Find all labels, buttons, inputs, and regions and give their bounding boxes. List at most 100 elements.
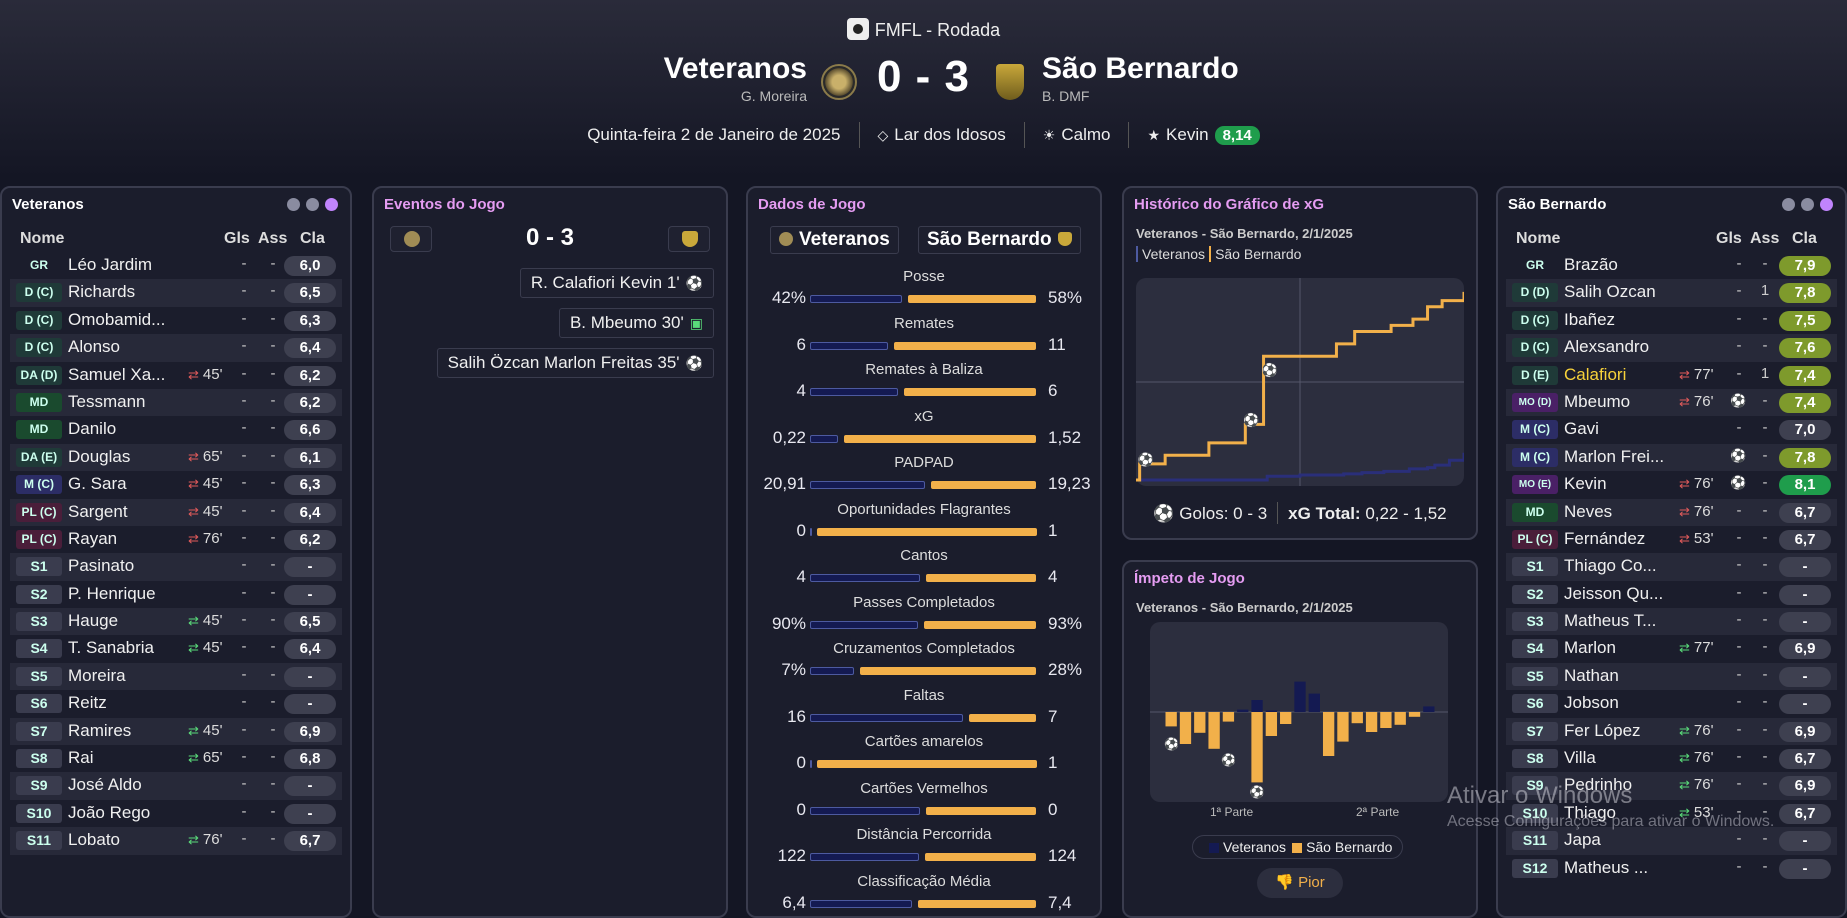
player-row[interactable]: D (C) Richards - -6,5 <box>10 279 342 307</box>
player-row[interactable]: S9 Pedrinho ⇄ 76' - -6,9 <box>1506 772 1837 800</box>
event-item[interactable]: R. Calafiori Kevin 1' ⚽ <box>519 268 714 298</box>
player-row[interactable]: MD Tessmann - -6,2 <box>10 388 342 417</box>
player-name[interactable]: Pedrinho <box>1564 775 1633 795</box>
player-row[interactable]: MO (D) Mbeumo ⇄ 76' ⚽ -7,4 <box>1506 388 1837 417</box>
player-row[interactable]: S7 Ramires ⇄ 45' - -6,9 <box>10 717 342 746</box>
player-row[interactable]: M (C) Gavi - -7,0 <box>1506 416 1837 443</box>
player-name[interactable]: Samuel Xa... <box>68 364 166 384</box>
player-row[interactable]: S4 Marlon ⇄ 77' - -6,9 <box>1506 635 1837 662</box>
stats-away-team[interactable]: São Bernardo <box>918 226 1081 254</box>
player-name[interactable]: Ramires <box>68 720 132 740</box>
player-row[interactable]: PL (C) Sargent ⇄ 45' - -6,4 <box>10 498 342 526</box>
player-row[interactable]: S9 José Aldo - - - <box>10 772 342 800</box>
player-row[interactable]: MO (E) Kevin ⇄ 76' ⚽ -8,1 <box>1506 471 1837 498</box>
player-row[interactable]: PL (C) Rayan ⇄ 76' - -6,2 <box>10 526 342 553</box>
view-dot-3[interactable] <box>1820 198 1833 211</box>
view-dot-1[interactable] <box>287 198 300 211</box>
player-name[interactable]: Rayan <box>68 528 118 548</box>
player-name[interactable]: Danilo <box>68 419 117 439</box>
home-team-block[interactable]: Veteranos G. Moreira <box>664 52 807 104</box>
player-name[interactable]: Brazão <box>1564 255 1618 274</box>
player-row[interactable]: S7 Fer López ⇄ 76' - -6,9 <box>1506 717 1837 746</box>
view-dot-2[interactable] <box>306 198 319 211</box>
player-name[interactable]: Gavi <box>1564 419 1599 439</box>
col-name[interactable]: Nome <box>1516 230 1561 247</box>
player-row[interactable]: DA (D) Samuel Xa... ⇄ 45' - -6,2 <box>10 362 342 389</box>
player-name[interactable]: Fer López <box>1564 720 1641 740</box>
player-name[interactable]: Thiago Co... <box>1564 556 1657 576</box>
player-row[interactable]: S5 Moreira - - - <box>10 662 342 691</box>
player-name[interactable]: T. Sanabria <box>68 638 154 658</box>
player-row[interactable]: S11 Japa - - - <box>1506 827 1837 855</box>
event-item[interactable]: B. Mbeumo 30' ▣ <box>558 308 714 338</box>
player-name[interactable]: Villa <box>1564 748 1596 768</box>
player-name[interactable]: Rai <box>68 748 94 768</box>
player-name[interactable]: Marlon <box>1564 638 1616 658</box>
player-name[interactable]: Fernández <box>1564 528 1646 548</box>
player-name[interactable]: Omobamid... <box>68 309 166 329</box>
player-row[interactable]: D (C) Ibañez - -7,5 <box>1506 307 1837 334</box>
player-name[interactable]: Calafiori <box>1564 364 1627 384</box>
player-name[interactable]: Neves <box>1564 501 1613 521</box>
away-team-block[interactable]: São Bernardo B. DMF <box>1042 52 1239 104</box>
col-cla[interactable]: Cla <box>1792 230 1817 247</box>
player-row[interactable]: GR Léo Jardim - -6,0 <box>10 252 342 279</box>
player-name[interactable]: Alonso <box>68 337 120 357</box>
player-name[interactable]: Nathan <box>1564 665 1619 685</box>
player-name[interactable]: Hauge <box>68 611 119 631</box>
player-name[interactable]: Sargent <box>68 501 128 521</box>
player-name[interactable]: P. Henrique <box>68 583 156 603</box>
player-name[interactable]: Mbeumo <box>1564 391 1631 411</box>
col-ass[interactable]: Ass <box>258 230 288 247</box>
player-row[interactable]: D (E) Calafiori ⇄ 77' -1 7,4 <box>1506 362 1837 389</box>
player-row[interactable]: PL (C) Fernández ⇄ 53' - -6,7 <box>1506 526 1837 553</box>
player-name[interactable]: Richards <box>68 282 136 302</box>
player-name[interactable]: Kevin <box>1564 474 1607 494</box>
player-row[interactable]: S3 Matheus T... - - - <box>1506 608 1837 636</box>
player-row[interactable]: S5 Nathan - - - <box>1506 662 1837 691</box>
player-name[interactable]: Jobson <box>1564 693 1619 713</box>
player-name[interactable]: Salih Ozcan <box>1564 282 1656 302</box>
player-row[interactable]: S11 Lobato ⇄ 76' - -6,7 <box>10 827 342 855</box>
player-row[interactable]: D (C) Alexsandro - -7,6 <box>1506 334 1837 362</box>
player-row[interactable]: S1 Thiago Co... - - - <box>1506 553 1837 581</box>
view-toggle[interactable] <box>281 198 338 216</box>
player-row[interactable]: D (C) Omobamid... - -6,3 <box>10 307 342 334</box>
player-row[interactable]: S6 Jobson - - - <box>1506 690 1837 717</box>
player-row[interactable]: S8 Villa ⇄ 76' - -6,7 <box>1506 745 1837 772</box>
view-toggle[interactable] <box>1776 198 1833 216</box>
event-item[interactable]: Salih Özcan Marlon Freitas 35' ⚽ <box>436 348 714 378</box>
player-name[interactable]: Lobato <box>68 830 120 850</box>
player-name[interactable]: Pasinato <box>68 556 135 576</box>
player-row[interactable]: S10 João Rego - - - <box>10 800 342 827</box>
view-dot-3[interactable] <box>325 198 338 211</box>
stats-home-team[interactable]: Veteranos <box>770 226 899 254</box>
player-row[interactable]: M (C) G. Sara ⇄ 45' - -6,3 <box>10 471 342 498</box>
col-name[interactable]: Nome <box>20 230 65 247</box>
player-name[interactable]: Matheus ... <box>1564 857 1649 877</box>
player-row[interactable]: S10 Thiago ⇄ 53' - -6,7 <box>1506 800 1837 827</box>
col-gls[interactable]: Gls <box>224 230 250 247</box>
worst-moments-button[interactable]: 👎 Pior <box>1257 868 1343 898</box>
player-name[interactable]: Jeisson Qu... <box>1564 583 1664 603</box>
player-row[interactable]: S12 Matheus ... - - - <box>1506 855 1837 882</box>
player-row[interactable]: D (D) Salih Ozcan -1 7,8 <box>1506 279 1837 307</box>
player-row[interactable]: S8 Rai ⇄ 65' - -6,8 <box>10 745 342 772</box>
player-row[interactable]: GR Brazão - -7,9 <box>1506 252 1837 279</box>
player-row[interactable]: S3 Hauge ⇄ 45' - -6,5 <box>10 608 342 636</box>
player-row[interactable]: MD Danilo - -6,6 <box>10 416 342 443</box>
player-row[interactable]: S2 Jeisson Qu... - - - <box>1506 581 1837 608</box>
player-of-match-name[interactable]: Kevin <box>1166 125 1209 144</box>
away-team-name[interactable]: São Bernardo <box>1042 52 1239 85</box>
player-name[interactable]: Léo Jardim <box>68 255 153 274</box>
view-dot-1[interactable] <box>1782 198 1795 211</box>
player-name[interactable]: Marlon Frei... <box>1564 446 1665 466</box>
player-name[interactable]: Thiago <box>1564 802 1616 822</box>
player-row[interactable]: M (C) Marlon Frei... ⚽ -7,8 <box>1506 443 1837 472</box>
player-row[interactable]: S1 Pasinato - - - <box>10 553 342 581</box>
player-row[interactable]: D (C) Alonso - -6,4 <box>10 334 342 362</box>
player-row[interactable]: DA (E) Douglas ⇄ 65' - -6,1 <box>10 443 342 472</box>
player-row[interactable]: S4 T. Sanabria ⇄ 45' - -6,4 <box>10 635 342 662</box>
player-name[interactable]: Reitz <box>68 693 107 713</box>
col-gls[interactable]: Gls <box>1716 230 1742 247</box>
